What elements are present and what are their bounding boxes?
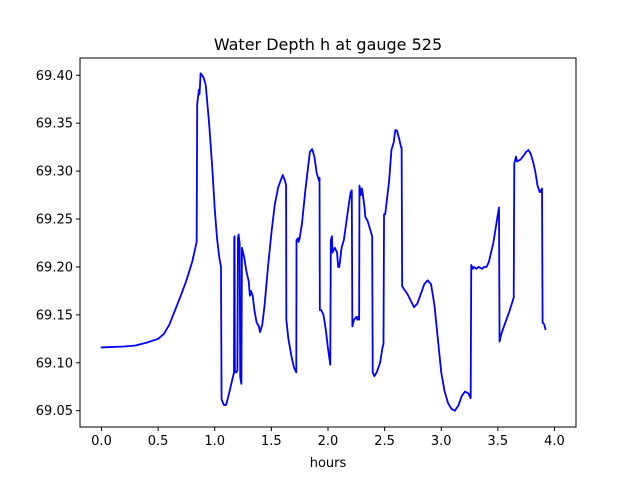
y-tick-label: 69.30 [36,165,73,180]
x-tick-label: 4.0 [544,434,565,449]
x-tick-label: 0.5 [148,434,169,449]
x-axis: 0.0 0.5 1.0 1.5 2.0 2.5 3.0 3.5 4.0 [91,427,565,449]
y-axis: 69.05 69.10 69.15 69.20 69.25 69.30 69.35 69.40 [36,69,80,419]
x-tick-label: 2.5 [374,434,395,449]
x-tick-label: 3.0 [431,434,452,449]
series-line-0 [100,72,547,412]
x-tick-label: 1.5 [261,434,282,449]
y-tick-label: 69.35 [36,117,73,132]
x-tick-label: 2.0 [318,434,339,449]
x-axis-label: hours [310,456,347,471]
plot-area: 0.0 0.5 1.0 1.5 2.0 2.5 3.0 3.5 4.0 69.0569.1069… [36,57,577,449]
y-tick-label: 69.25 [36,213,73,228]
y-tick-label: 69.10 [36,356,73,371]
series-layer [100,72,547,412]
x-tick-label: 1.0 [204,434,225,449]
y-tick-label: 69.05 [36,404,73,419]
y-tick-label: 69.20 [36,260,73,275]
x-tick-label: 3.5 [488,434,509,449]
y-tick-label: 69.40 [36,69,73,84]
x-tick-label: 0.0 [91,434,112,449]
chart-title: Water Depth h at gauge 525 [214,35,442,54]
y-tick-label: 69.15 [36,308,73,323]
